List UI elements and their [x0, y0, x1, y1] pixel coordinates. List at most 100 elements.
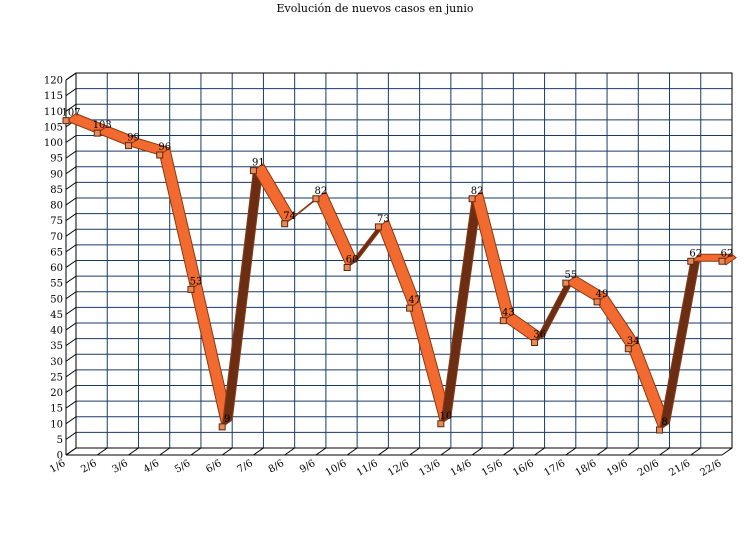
data-label: 91	[252, 158, 265, 169]
data-label: 8	[661, 417, 667, 428]
y-tick-connector	[65, 353, 77, 362]
data-point-marker	[312, 195, 320, 203]
x-tick-label: 15/6	[480, 458, 505, 479]
y-tick-connector	[65, 260, 77, 268]
data-point-marker	[687, 257, 695, 265]
data-point-marker	[406, 304, 414, 312]
y-tick-label: 15	[50, 404, 63, 415]
y-tick-connector	[65, 275, 77, 284]
floor-line	[596, 447, 608, 456]
data-label: 43	[502, 308, 515, 319]
floor-line	[346, 447, 358, 456]
data-label: 82	[471, 186, 484, 197]
y-tick-connector	[65, 416, 77, 425]
data-label: 34	[627, 336, 640, 347]
data-label: 96	[158, 142, 171, 153]
data-point-marker	[281, 220, 289, 228]
floor-line	[253, 447, 264, 456]
top-depth-line	[65, 72, 77, 81]
y-tick-connector	[65, 88, 77, 97]
y-tick-label: 60	[50, 263, 63, 274]
y-tick-label: 80	[50, 201, 63, 212]
y-tick-connector	[65, 431, 77, 440]
floor-line	[315, 447, 327, 456]
x-tick-label: 19/6	[605, 458, 630, 479]
data-point-marker	[624, 345, 632, 353]
y-tick-label: 120	[44, 76, 63, 87]
data-label: 62	[721, 248, 734, 259]
x-tick-layer: 1/6 2/6 3/6 4/6 5/6 6/6 7/6 8/6 9/6 10/6 11/6 12/6 1…	[48, 458, 723, 479]
y-tick-label: 90	[50, 169, 63, 180]
y-tick-connector	[65, 322, 77, 331]
y-tick-connector	[65, 369, 77, 378]
y-tick-label: 115	[44, 91, 63, 102]
y-tick-label: 10	[50, 419, 63, 430]
data-label: 73	[377, 214, 390, 225]
ribbon-layer	[64, 113, 737, 432]
y-tick-label: 85	[50, 185, 63, 196]
x-tick-label: 11/6	[355, 458, 380, 479]
chart-title: Evolución de nuevos casos en junio	[277, 2, 474, 15]
y-tick-connector	[65, 135, 77, 143]
data-point-marker	[218, 423, 226, 431]
y-tick-label: 75	[50, 216, 63, 227]
x-tick-label: 16/6	[511, 458, 536, 479]
data-label: 103	[93, 120, 112, 131]
data-label: 60	[346, 255, 359, 266]
y-tick-label: 45	[50, 310, 63, 321]
x-tick-label: 4/6	[142, 458, 161, 476]
data-point-marker	[499, 317, 507, 325]
y-tick-label: 50	[50, 294, 63, 305]
x-tick-label: 21/6	[667, 458, 692, 479]
ribbon-segment	[159, 147, 202, 291]
y-tick-label: 25	[50, 372, 63, 383]
y-tick-label: 30	[50, 357, 63, 368]
data-point-marker	[249, 167, 257, 175]
marker-layer	[62, 117, 726, 434]
x-tick-label: 14/6	[449, 458, 474, 479]
floor-line	[221, 447, 233, 456]
y-tick-connector	[65, 385, 77, 393]
data-point-marker	[562, 279, 570, 287]
x-tick-label: 5/6	[173, 458, 192, 476]
x-tick-label: 22/6	[699, 458, 724, 479]
x-tick-label: 17/6	[542, 458, 567, 479]
y-tick-label: 105	[44, 122, 63, 133]
data-label: 47	[408, 295, 421, 306]
y-tick-label: 35	[50, 341, 63, 352]
label-layer: 107 103 99 96 53 9 91 74 82 60 73 47 10 82 43 36 55 49 34 8…	[61, 108, 733, 428]
data-label: 74	[283, 211, 296, 222]
floor-line	[96, 447, 108, 456]
floor-line	[690, 447, 702, 456]
data-point-marker	[468, 195, 476, 203]
data-point-marker	[343, 264, 351, 271]
y-tick-connector	[65, 244, 77, 253]
y-tick-connector	[65, 166, 77, 175]
floor-line	[440, 447, 452, 456]
data-label: 62	[689, 248, 702, 259]
floor-line	[471, 447, 483, 456]
x-tick-label: 12/6	[386, 458, 411, 479]
x-tick-label: 13/6	[417, 458, 442, 479]
floor-line	[565, 447, 577, 456]
x-tick-label: 6/6	[204, 458, 223, 476]
y-tick-connector	[65, 213, 77, 222]
x-tick-label: 10/6	[324, 458, 349, 479]
y-tick-layer: 0 5 10 15 20 25 30 35 40 45 50 55 60 65 70 75 80 85 90 95 10…	[44, 76, 63, 462]
ribbon-segment	[471, 190, 514, 322]
y-tick-connector	[65, 150, 77, 159]
floor-line	[190, 447, 202, 456]
y-tick-connector	[65, 400, 77, 409]
y-tick-label: 110	[44, 107, 63, 118]
y-tick-label: 0	[57, 451, 63, 462]
data-label: 82	[315, 186, 328, 197]
y-tick-connector	[65, 228, 77, 237]
floor-line	[128, 447, 139, 456]
floor-line	[409, 447, 420, 456]
data-point-marker	[374, 223, 382, 231]
y-tick-label: 20	[50, 388, 63, 399]
data-point-marker	[62, 117, 70, 125]
floor-line	[284, 447, 295, 456]
